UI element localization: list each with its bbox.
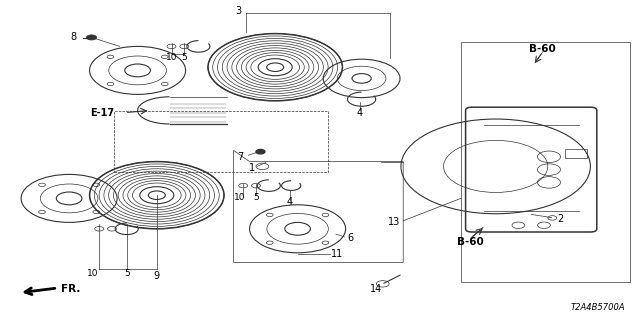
- Text: E-17: E-17: [90, 108, 115, 118]
- Text: 14: 14: [370, 284, 383, 294]
- Text: 13: 13: [387, 217, 400, 228]
- Text: 6: 6: [347, 233, 353, 243]
- Text: 1: 1: [249, 163, 255, 173]
- Text: B-60: B-60: [457, 236, 484, 247]
- Text: 4: 4: [356, 108, 363, 118]
- Text: B-60: B-60: [529, 44, 556, 54]
- Text: 10: 10: [234, 193, 246, 202]
- Text: FR.: FR.: [61, 284, 80, 294]
- Circle shape: [86, 35, 97, 40]
- Text: 2: 2: [557, 213, 564, 224]
- Text: 4: 4: [287, 197, 293, 207]
- Text: 7: 7: [237, 152, 244, 162]
- Text: T2A4B5700A: T2A4B5700A: [571, 303, 626, 312]
- Text: 10: 10: [166, 53, 177, 62]
- Text: 8: 8: [70, 32, 77, 42]
- Text: 5: 5: [253, 193, 259, 202]
- Text: 5: 5: [124, 269, 129, 278]
- Circle shape: [256, 149, 265, 154]
- Text: 11: 11: [331, 249, 344, 260]
- Text: 3: 3: [236, 5, 242, 16]
- Text: 9: 9: [154, 271, 160, 281]
- Text: 10: 10: [87, 269, 99, 278]
- Text: 5: 5: [182, 53, 187, 62]
- Bar: [461, 42, 630, 282]
